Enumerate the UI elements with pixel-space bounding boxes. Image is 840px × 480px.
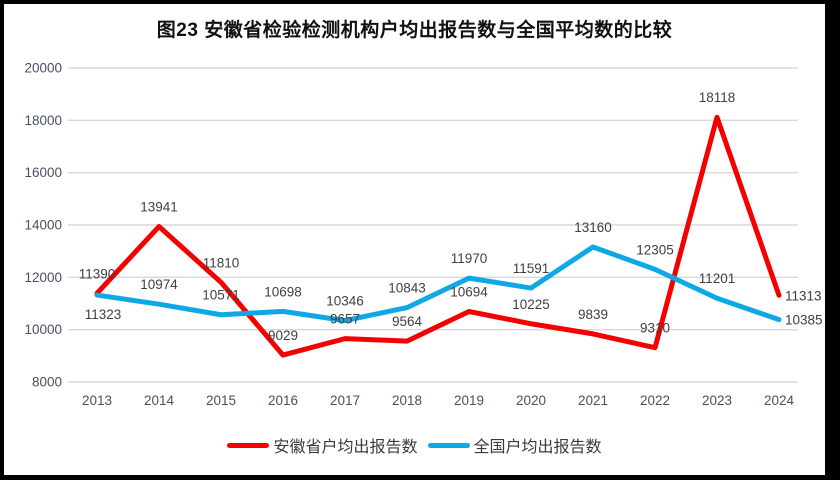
data-label: 11390 <box>79 266 116 281</box>
legend-swatch <box>227 442 270 448</box>
data-label: 13160 <box>574 220 612 235</box>
data-label: 10346 <box>326 294 364 309</box>
legend-item: 安徽省户均出报告数 <box>227 433 418 457</box>
data-label: 10225 <box>512 297 550 312</box>
x-tick-label: 2023 <box>702 393 732 408</box>
data-label: 11970 <box>451 251 488 266</box>
y-tick-label: 14000 <box>24 218 62 233</box>
y-tick-label: 8000 <box>32 375 62 390</box>
data-label: 9657 <box>330 312 360 327</box>
y-tick-label: 16000 <box>24 165 62 180</box>
x-tick-label: 2014 <box>144 393 175 408</box>
data-label: 10694 <box>450 285 488 300</box>
y-tick-label: 12000 <box>24 270 62 285</box>
data-label: 9310 <box>640 321 670 336</box>
legend-item: 全国户均出报告数 <box>427 433 602 457</box>
data-label: 9029 <box>268 328 298 343</box>
x-tick-label: 2019 <box>454 393 484 408</box>
data-label: 13941 <box>140 200 178 215</box>
y-tick-label: 10000 <box>24 322 62 337</box>
x-tick-label: 2024 <box>764 393 795 408</box>
data-label: 11201 <box>699 271 736 286</box>
x-tick-label: 2018 <box>392 393 422 408</box>
data-label: 18118 <box>699 90 736 105</box>
data-label: 11591 <box>513 261 550 276</box>
data-label: 12305 <box>636 242 674 257</box>
data-label: 10571 <box>202 288 240 303</box>
x-tick-label: 2022 <box>640 393 670 408</box>
data-label: 11810 <box>203 255 240 270</box>
series-line-0 <box>94 114 782 358</box>
data-label: 10385 <box>785 313 823 328</box>
series-line-1 <box>94 244 782 324</box>
x-tick-label: 2021 <box>578 393 608 408</box>
data-label: 10974 <box>140 277 178 292</box>
y-tick-label: 18000 <box>24 113 62 128</box>
data-label: 9839 <box>578 307 608 322</box>
data-label: 9564 <box>392 314 423 329</box>
x-tick-label: 2015 <box>206 393 236 408</box>
data-label: 11323 <box>85 307 122 322</box>
y-tick-label: 20000 <box>24 61 62 76</box>
legend-swatch <box>427 442 470 448</box>
x-tick-label: 2013 <box>82 393 112 408</box>
line-chart-plot: 8000 10000 12000 14000 16000 18000 20000 2013 20… <box>24 61 823 409</box>
legend-label: 全国户均出报告数 <box>473 439 602 456</box>
data-label: 10843 <box>388 281 426 296</box>
legend: 安徽省户均出报告数 全国户均出报告数 <box>4 433 825 457</box>
x-tick-label: 2017 <box>330 393 360 408</box>
legend-label: 安徽省户均出报告数 <box>273 439 418 456</box>
data-label: 10698 <box>264 284 302 299</box>
chart-title: 图23 安徽省检验检测机构户均出报告数与全国平均数的比较 <box>156 20 673 41</box>
data-label: 11313 <box>785 288 822 303</box>
x-tick-label: 2020 <box>516 393 546 408</box>
x-tick-label: 2016 <box>268 393 298 408</box>
